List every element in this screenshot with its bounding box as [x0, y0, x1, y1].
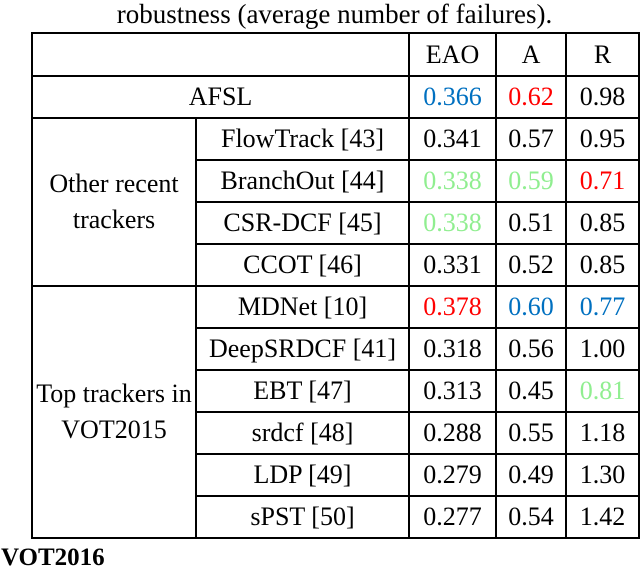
metric-cell-eao: 0.341	[408, 117, 497, 161]
metric-cell-a: 0.55	[495, 411, 567, 455]
metric-cell-a: 0.57	[495, 117, 567, 161]
table-row: srdcf [48] 0.288 0.55 1.18	[32, 411, 640, 455]
metric-cell-a: 0.56	[495, 327, 567, 371]
afsl-row: AFSL 0.366 0.62 0.98	[31, 75, 640, 119]
tracker-name-cell: sPST [50]	[195, 495, 410, 539]
metric-cell-a: 0.60	[495, 285, 567, 329]
table-row: BranchOut [44] 0.338 0.59 0.71	[32, 159, 640, 203]
col-header-eao: EAO	[408, 32, 497, 77]
group-label-top-vot2015: Top trackers in VOT2015	[31, 285, 197, 539]
table-row: LDP [49] 0.279 0.49 1.30	[32, 453, 640, 497]
metric-cell-r: 0.81	[565, 369, 640, 413]
metric-cell-a: 0.59	[495, 159, 567, 203]
col-header-a: A	[495, 32, 567, 77]
metric-cell-a: 0.62	[495, 75, 567, 119]
table-row: EBT [47] 0.313 0.45 0.81	[32, 369, 640, 413]
metric-cell-a: 0.49	[495, 453, 567, 497]
table-row: CSR-DCF [45] 0.338 0.51 0.85	[32, 201, 640, 245]
tracker-name-cell: AFSL	[31, 75, 410, 119]
tracker-name-cell: FlowTrack [43]	[195, 117, 410, 161]
metric-cell-eao: 0.313	[408, 369, 497, 413]
metric-cell-eao: 0.338	[408, 159, 497, 203]
group-label-other-recent: Other recent trackers	[31, 117, 197, 287]
tracker-name-cell: CCOT [46]	[195, 243, 410, 287]
metric-cell-r: 0.85	[565, 201, 640, 245]
tracker-name-cell: EBT [47]	[195, 369, 410, 413]
results-table: EAO A R AFSL 0.366 0.62 0.98 Other recen…	[31, 32, 640, 539]
tracker-name-cell: LDP [49]	[195, 453, 410, 497]
metric-cell-a: 0.51	[495, 201, 567, 245]
metric-cell-eao: 0.288	[408, 411, 497, 455]
table-row: sPST [50] 0.277 0.54 1.42	[32, 495, 640, 539]
tracker-name-cell: CSR-DCF [45]	[195, 201, 410, 245]
metric-cell-eao: 0.338	[408, 201, 497, 245]
metric-cell-r: 0.85	[565, 243, 640, 287]
metric-cell-r: 0.98	[565, 75, 640, 119]
metric-cell-eao: 0.331	[408, 243, 497, 287]
metric-cell-r: 1.00	[565, 327, 640, 371]
metric-cell-a: 0.45	[495, 369, 567, 413]
table-caption: robustness (average number of failures).	[116, 0, 553, 29]
metric-cell-eao: 0.318	[408, 327, 497, 371]
table-row: Other recent trackers FlowTrack [43] 0.3…	[31, 117, 640, 287]
metric-cell-a: 0.52	[495, 243, 567, 287]
header-empty-cell	[31, 32, 410, 77]
table-row: DeepSRDCF [41] 0.318 0.56 1.00	[32, 327, 640, 371]
table-row: CCOT [46] 0.331 0.52 0.85	[32, 243, 640, 287]
table-row: Top trackers in VOT2015 MDNet [10] 0.378…	[31, 285, 640, 539]
metric-cell-eao: 0.378	[408, 285, 497, 329]
tracker-name-cell: srdcf [48]	[195, 411, 410, 455]
col-header-r: R	[565, 32, 640, 77]
metric-cell-eao: 0.277	[408, 495, 497, 539]
metric-cell-eao: 0.279	[408, 453, 497, 497]
header-row: EAO A R	[31, 32, 640, 77]
tracker-name-cell: DeepSRDCF [41]	[195, 327, 410, 371]
tracker-name-cell: MDNet [10]	[195, 285, 410, 329]
metric-cell-r: 0.71	[565, 159, 640, 203]
metric-cell-r: 0.77	[565, 285, 640, 329]
metric-cell-r: 1.30	[565, 453, 640, 497]
metric-cell-r: 1.42	[565, 495, 640, 539]
metric-cell-r: 0.95	[565, 117, 640, 161]
metric-cell-eao: 0.366	[408, 75, 497, 119]
metric-cell-r: 1.18	[565, 411, 640, 455]
tracker-name-cell: BranchOut [44]	[195, 159, 410, 203]
metric-cell-a: 0.54	[495, 495, 567, 539]
